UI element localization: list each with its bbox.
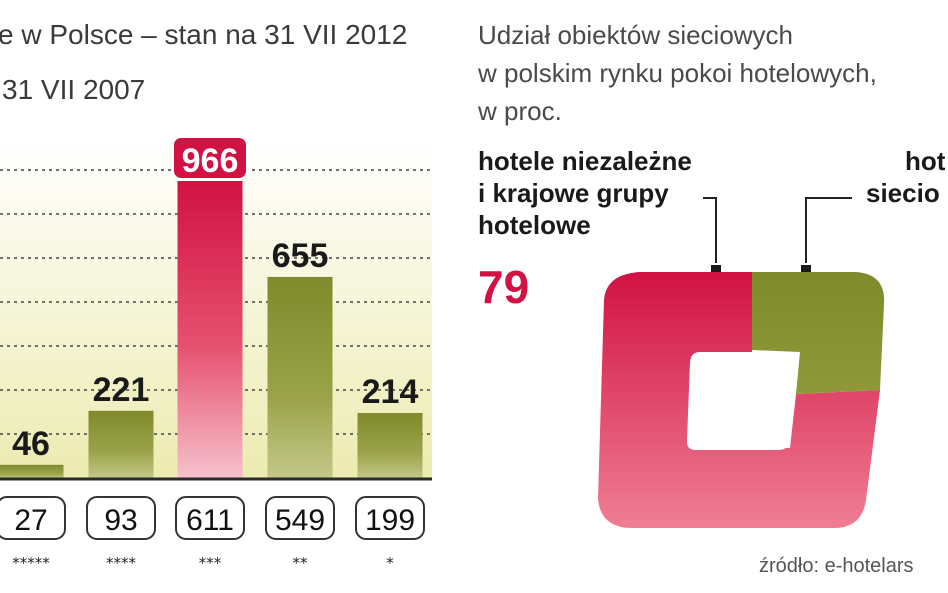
value-label-3: 655 — [272, 237, 329, 275]
legend-independent-line-1: i krajowe grupy — [478, 178, 669, 208]
bar-3 — [267, 276, 333, 479]
right-panel: Udział obiektów sieciowych w polskim rynk… — [477, 20, 946, 577]
value-label-0: 46 — [12, 425, 50, 463]
right-title-line-1: w polskim rynku pokoi hotelowych, — [477, 58, 877, 88]
independent-share-value: 79 — [478, 261, 529, 313]
category-labels: ***** **** *** ** * — [12, 554, 394, 572]
slice-independent — [598, 272, 880, 528]
left-chart: e w Polsce – stan na 31 VII 2012 31 VII … — [0, 19, 432, 572]
legend-independent-line-0: hotele niezależne — [478, 146, 692, 176]
category-label-1: **** — [106, 554, 137, 572]
bar-2 — [177, 181, 243, 479]
right-title-line-0: Udział obiektów sieciowych — [478, 20, 793, 50]
prior-box-2 — [175, 496, 245, 540]
category-label-4: * — [386, 554, 394, 572]
category-label-2: *** — [199, 554, 222, 572]
prior-box-0 — [0, 496, 66, 540]
value-label-2: 966 — [182, 142, 239, 180]
share-square — [598, 272, 885, 528]
bars-group — [0, 181, 423, 479]
leader-line-chain — [805, 197, 852, 268]
category-label-3: ** — [293, 554, 309, 572]
right-title-line-2: w proc. — [477, 96, 562, 126]
square-hole — [686, 352, 799, 450]
value-labels: 46 221 966 655 214 — [12, 136, 419, 463]
prior-box-3 — [265, 496, 335, 540]
source-note: źródło: e-hotelars — [759, 555, 914, 577]
legend-chain-line-1: siecio — [866, 178, 940, 208]
gridlines — [0, 169, 432, 435]
prior-value-3: 549 — [275, 504, 325, 537]
slice-chain — [752, 272, 885, 394]
value-label-4: 214 — [362, 373, 419, 411]
prior-value-1: 93 — [104, 504, 137, 537]
prior-value-2: 611 — [186, 504, 234, 537]
legend-independent-line-2: hotelowe — [478, 210, 591, 240]
highlight-label-bg — [172, 136, 248, 180]
legend-chain-line-0: hot — [905, 146, 946, 176]
bar-4 — [357, 412, 423, 479]
left-title-line1: e w Polsce – stan na 31 VII 2012 — [0, 19, 407, 50]
bar-0 — [0, 464, 64, 479]
prior-box-4 — [355, 496, 425, 540]
leader-line-independent — [703, 197, 717, 268]
prior-value-boxes: 27 93 611 549 199 — [0, 496, 425, 540]
value-label-1: 221 — [93, 371, 150, 409]
prior-value-4: 199 — [365, 504, 415, 537]
prior-value-0: 27 — [14, 504, 47, 537]
category-label-0: ***** — [12, 554, 50, 572]
left-title-line2: 31 VII 2007 — [2, 74, 145, 105]
right-title: Udział obiektów sieciowych w polskim rynk… — [477, 20, 877, 126]
prior-box-1 — [86, 496, 156, 540]
bar-1 — [88, 410, 154, 479]
